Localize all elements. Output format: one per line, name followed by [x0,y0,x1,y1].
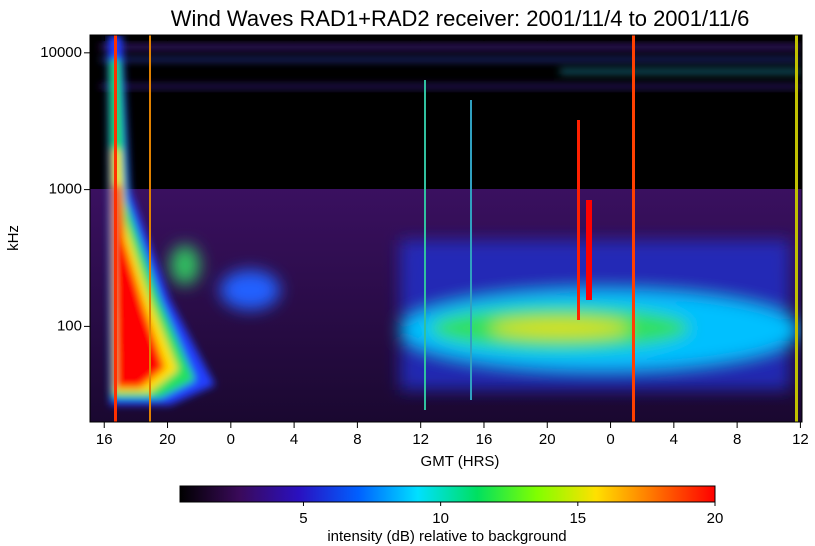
burst-red [113,185,165,388]
vertical-line [586,200,592,300]
patch-green [170,245,200,285]
x-tick-label: 0 [227,431,235,448]
x-tick-label: 20 [539,431,556,448]
x-axis-label: GMT (HRS) [421,453,500,470]
x-tick-label: 16 [96,431,113,448]
colorbar-tick-label: 5 [299,510,307,527]
x-tick-label: 8 [733,431,741,448]
x-tick-label: 16 [476,431,493,448]
colorbar-tick-label: 20 [707,510,724,527]
vertical-line [149,35,151,422]
x-tick-label: 12 [412,431,429,448]
chart-title: Wind Waves RAD1+RAD2 receiver: 2001/11/4… [171,6,750,31]
colorbar-label: intensity (dB) relative to background [327,528,566,545]
vertical-line [424,80,426,410]
x-tick-label: 0 [606,431,614,448]
x-tick-label: 4 [670,431,678,448]
band-yellow [490,319,630,337]
patch-blue [220,270,280,310]
vertical-line [795,35,798,422]
band-stripe [560,70,800,73]
colorbar-tick-label: 15 [569,510,586,527]
y-tick-label: 1000 [49,181,82,198]
colorbar-tick-label: 10 [432,510,449,527]
vertical-line [577,120,580,320]
band-stripe [100,45,800,49]
x-tick-label: 4 [290,431,298,448]
high-frequency-band [100,45,800,88]
x-tick-label: 8 [353,431,361,448]
band-stripe [100,58,800,61]
y-axis-label: kHz [5,225,22,251]
colorbar [179,485,716,503]
vertical-features [114,35,798,422]
band-stripe [100,85,800,88]
plot-frame [89,34,803,423]
vertical-line [632,35,635,422]
x-tick-label: 20 [159,431,176,448]
vertical-line [114,35,117,422]
type-iii-burst [108,35,215,405]
y-tick-label: 10000 [40,44,82,61]
y-tick-label: 100 [57,317,82,334]
continuum-band [170,240,800,390]
vertical-line [470,100,472,400]
x-tick-label: 12 [792,431,809,448]
spectrogram-image [90,35,802,422]
